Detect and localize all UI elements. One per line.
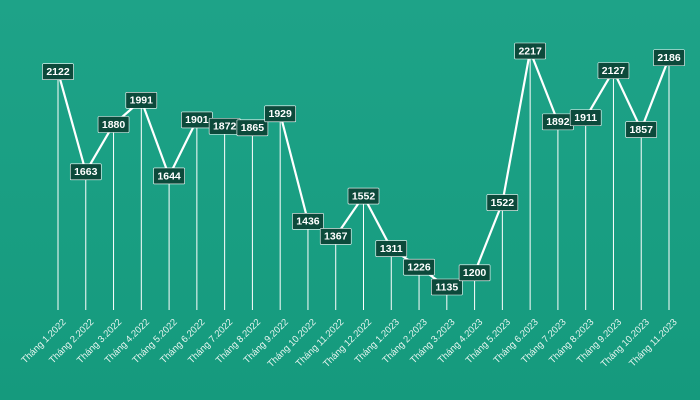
data-label-box [375,240,408,257]
data-label-box [403,258,435,276]
data-label: 1663 [74,166,98,178]
data-point-label: 1991 [125,91,158,109]
data-point-label: 1311 [375,240,408,257]
data-point-label: 1226 [403,258,435,276]
data-label-box [486,194,519,211]
data-point-label: 2186 [653,49,685,67]
data-label: 1865 [241,122,265,134]
data-label: 1929 [269,108,293,120]
data-label: 1857 [630,124,654,136]
data-label: 2127 [602,65,626,77]
data-label-box [653,49,685,67]
data-point-label: 1436 [292,213,324,230]
data-label-box [597,62,630,79]
data-point-label: 1522 [486,194,519,211]
data-point-label: 2122 [42,63,74,81]
data-label-box [514,42,546,60]
data-label-box [125,91,158,109]
data-label: 1552 [352,190,376,202]
drop-lines [57,51,670,310]
data-label: 1200 [463,267,487,279]
data-label-box [97,116,130,133]
data-label: 1311 [380,243,403,255]
data-point-label: 1911 [569,109,602,127]
data-label: 1872 [213,121,237,133]
data-label: 1522 [491,197,515,209]
data-label: 1135 [435,281,458,293]
data-label: 2217 [518,45,542,57]
data-point-label: 1865 [236,119,269,137]
data-label-box [236,119,269,137]
data-point-label: 2127 [597,62,630,79]
data-point-label: 1929 [264,105,296,123]
data-point-label: 1200 [458,264,491,282]
data-label-box [569,109,602,127]
data-label-box [319,228,352,245]
data-point-label: 1552 [347,187,380,205]
x-tick-label: Tháng 10.2022 [266,317,319,370]
data-label-box [625,121,658,138]
data-label-box [292,213,324,230]
data-point-label: 1663 [69,163,102,181]
data-label: 1644 [157,170,181,182]
data-label-box [264,105,296,123]
data-label: 2122 [46,66,70,78]
data-label: 1367 [324,231,348,243]
x-tick-label: Tháng 10.2023 [599,317,652,370]
data-point-label: 1880 [97,116,130,133]
data-point-label: 1367 [319,228,352,245]
data-label: 1901 [185,114,209,126]
data-label-box [42,63,74,81]
x-tick-label: Tháng 12.2022 [321,317,374,370]
data-label: 1880 [102,119,126,131]
data-label-box [153,167,185,185]
data-label-box [458,264,491,282]
data-label-box [69,163,102,181]
data-point-label: 1857 [625,121,658,138]
data-label: 1892 [546,116,570,128]
data-label-box [431,278,463,296]
data-label: 1436 [296,216,320,228]
data-point-label: 1892 [542,113,574,131]
data-label: 1911 [574,112,597,124]
data-point-label: 1135 [431,278,463,296]
data-label: 1991 [130,95,154,107]
data-point-label: 1872 [208,117,241,135]
data-point-label: 1644 [153,167,185,185]
data-labels: 2122 1663 1880 1991 1644 1901 1872 1865 1929 1436… [42,42,685,296]
data-label-box [347,187,380,205]
data-label: 1226 [407,261,431,273]
data-label: 2186 [657,52,681,64]
data-point-label: 1901 [181,111,213,129]
data-point-label: 2217 [514,42,546,60]
